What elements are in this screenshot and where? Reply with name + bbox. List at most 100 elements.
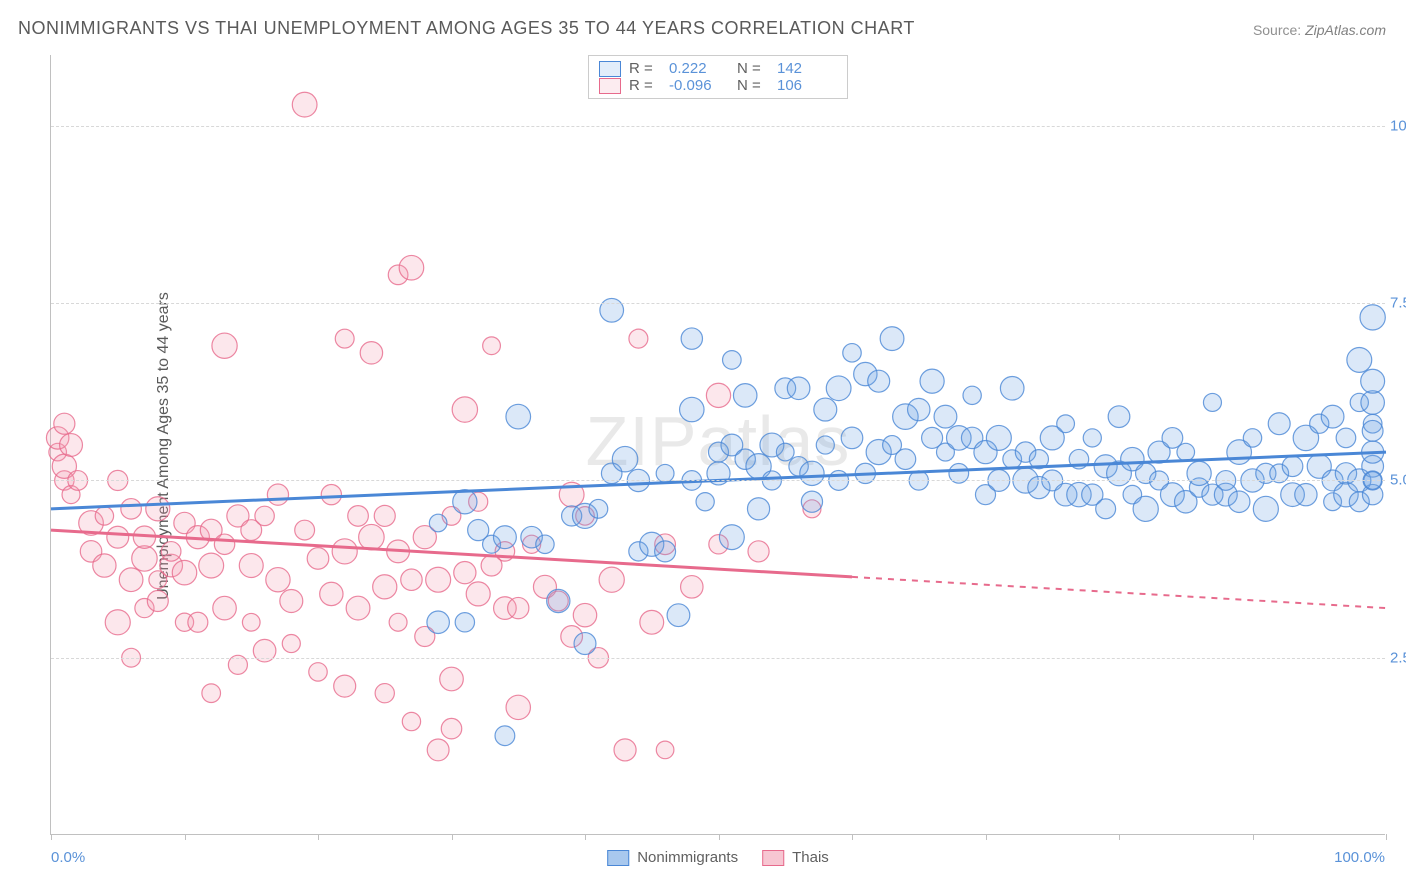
data-point <box>1336 428 1356 448</box>
legend-label: Nonimmigrants <box>637 849 738 866</box>
data-point <box>1347 347 1372 372</box>
data-point <box>401 569 422 590</box>
data-point <box>375 684 394 703</box>
data-point <box>199 553 224 578</box>
data-point <box>54 413 75 434</box>
correlation-legend: R =0.222N =142R =-0.096N =106 <box>588 55 848 99</box>
data-point <box>681 576 703 598</box>
x-tick-mark <box>1119 834 1120 840</box>
data-point <box>655 541 676 562</box>
data-point <box>733 384 757 408</box>
source-name: ZipAtlas.com <box>1305 22 1386 38</box>
data-point <box>612 446 637 471</box>
data-point <box>1282 456 1303 477</box>
data-point <box>599 567 624 592</box>
data-point <box>60 434 83 457</box>
data-point <box>920 369 944 393</box>
data-point <box>1177 443 1195 461</box>
data-point <box>1108 406 1130 428</box>
data-point <box>373 575 397 599</box>
legend-label: Thais <box>792 849 829 866</box>
y-tick-label: 7.5% <box>1390 295 1406 312</box>
data-point <box>455 613 474 632</box>
data-point <box>986 425 1011 450</box>
data-point <box>280 590 303 613</box>
data-point <box>213 596 237 620</box>
data-point <box>307 548 329 570</box>
data-point <box>267 484 288 505</box>
x-tick-mark <box>1253 834 1254 840</box>
legend-n-label: N = <box>737 77 769 94</box>
data-point <box>483 337 501 355</box>
y-tick-label: 10.0% <box>1390 117 1406 134</box>
legend-swatch <box>607 850 629 866</box>
chart-title: NONIMMIGRANTS VS THAI UNEMPLOYMENT AMONG… <box>18 18 915 39</box>
data-point <box>747 498 769 520</box>
data-point <box>320 582 343 605</box>
data-point <box>506 404 531 429</box>
data-point <box>508 597 529 618</box>
data-point <box>656 741 674 759</box>
data-point <box>748 541 769 562</box>
x-tick-mark <box>585 834 586 840</box>
data-point <box>696 493 714 511</box>
data-point <box>1000 376 1024 400</box>
data-point <box>1295 483 1317 505</box>
data-point <box>146 497 170 521</box>
data-point <box>214 534 234 554</box>
data-point <box>399 255 424 280</box>
data-point <box>466 582 490 606</box>
gridline <box>51 480 1385 481</box>
data-point <box>600 298 624 322</box>
gridline <box>51 658 1385 659</box>
data-point <box>547 589 570 612</box>
data-point <box>1321 405 1344 428</box>
data-point <box>640 610 664 634</box>
data-point <box>453 490 477 514</box>
data-point <box>107 526 129 548</box>
data-point <box>589 499 608 518</box>
y-tick-label: 2.5% <box>1390 649 1406 666</box>
data-point <box>1362 420 1383 441</box>
data-point <box>147 591 168 612</box>
data-point <box>239 554 263 578</box>
legend-swatch <box>599 61 621 77</box>
data-point <box>389 613 407 631</box>
data-point <box>614 739 636 761</box>
data-point <box>495 726 515 746</box>
data-point <box>374 505 395 526</box>
data-point <box>800 461 824 485</box>
data-point <box>426 567 451 592</box>
legend-r-label: R = <box>629 60 661 77</box>
data-point <box>826 376 851 401</box>
data-point <box>95 507 113 525</box>
data-point <box>161 542 181 562</box>
data-point <box>346 596 370 620</box>
gridline <box>51 303 1385 304</box>
source-prefix: Source: <box>1253 22 1305 38</box>
data-point <box>1057 415 1075 433</box>
plot-area: ZIPatlas R =0.222N =142R =-0.096N =106 N… <box>50 55 1385 835</box>
data-point <box>1361 369 1385 393</box>
data-point <box>359 524 385 550</box>
data-point <box>574 633 596 655</box>
legend-row: R =-0.096N =106 <box>599 77 837 94</box>
data-point <box>1253 496 1278 521</box>
data-point <box>402 712 420 730</box>
scatter-svg <box>51 55 1385 834</box>
data-point <box>441 718 461 738</box>
data-point <box>295 520 315 540</box>
data-point <box>335 329 354 348</box>
legend-r-value: -0.096 <box>669 77 729 94</box>
source-credit: Source: ZipAtlas.com <box>1253 22 1386 38</box>
x-tick-mark <box>452 834 453 840</box>
data-point <box>440 667 464 691</box>
legend-item: Nonimmigrants <box>607 849 738 866</box>
data-point <box>493 526 516 549</box>
x-tick-mark <box>986 834 987 840</box>
legend-r-value: 0.222 <box>669 60 729 77</box>
legend-row: R =0.222N =142 <box>599 60 837 77</box>
data-point <box>132 546 157 571</box>
data-point <box>360 342 382 364</box>
data-point <box>895 449 916 470</box>
